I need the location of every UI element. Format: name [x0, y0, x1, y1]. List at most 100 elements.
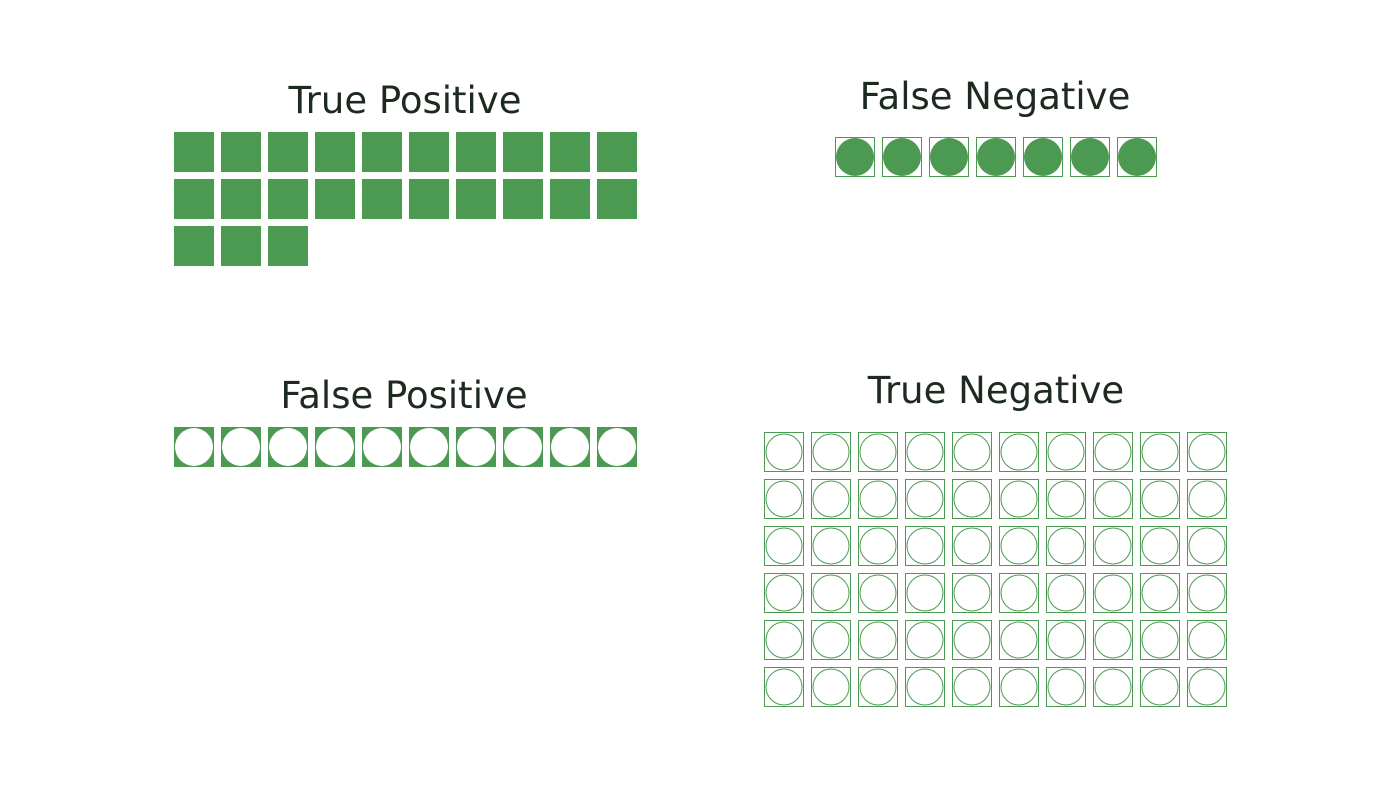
circle-icon [765, 621, 803, 659]
true-negative-cell [1187, 667, 1227, 707]
circle-icon [1047, 621, 1085, 659]
circle-icon [598, 428, 636, 466]
circle-icon [1047, 433, 1085, 471]
circle-icon [906, 668, 944, 706]
true-negative-cell [1093, 620, 1133, 660]
circle-icon [1000, 433, 1038, 471]
false-positive-title: False Positive [280, 374, 528, 417]
true-negative-cell [1140, 526, 1180, 566]
false-positive-cell [268, 427, 308, 467]
true-positive-grid [174, 132, 637, 266]
false-negative-cell [1023, 137, 1063, 177]
circle-icon [504, 428, 542, 466]
circle-icon [1094, 527, 1132, 565]
true-negative-cell [905, 667, 945, 707]
true-negative-cell [764, 479, 804, 519]
circle-icon [1000, 480, 1038, 518]
true-positive-cell [503, 132, 543, 172]
true-negative-cell [905, 620, 945, 660]
circle-icon [812, 480, 850, 518]
true-negative-cell [764, 526, 804, 566]
true-positive-cell [409, 132, 449, 172]
circle-icon [1118, 138, 1156, 176]
true-negative-cell [952, 620, 992, 660]
true-negative-cell [999, 667, 1039, 707]
true-negative-cell [1046, 573, 1086, 613]
true-negative-cell [858, 667, 898, 707]
true-positive-cell [597, 179, 637, 219]
true-negative-cell [1093, 526, 1133, 566]
false-positive-cell [409, 427, 449, 467]
true-positive-cell [174, 132, 214, 172]
circle-icon [1141, 621, 1179, 659]
circle-icon [812, 527, 850, 565]
true-negative-cell [1093, 573, 1133, 613]
circle-icon [859, 668, 897, 706]
circle-icon [906, 480, 944, 518]
true-positive-cell [456, 132, 496, 172]
false-positive-cell [362, 427, 402, 467]
circle-icon [1141, 527, 1179, 565]
true-negative-cell [999, 526, 1039, 566]
circle-icon [1000, 574, 1038, 612]
circle-icon [812, 433, 850, 471]
true-positive-cell [550, 132, 590, 172]
false-positive-grid [174, 427, 637, 467]
false-positive-cell [174, 427, 214, 467]
true-negative-cell [905, 479, 945, 519]
circle-icon [363, 428, 401, 466]
true-negative-cell [1093, 432, 1133, 472]
circle-icon [859, 480, 897, 518]
true-negative-cell [1187, 432, 1227, 472]
true-negative-cell [905, 432, 945, 472]
true-negative-cell [858, 432, 898, 472]
true-negative-cell [952, 479, 992, 519]
circle-icon [1188, 668, 1226, 706]
circle-icon [953, 433, 991, 471]
circle-icon [930, 138, 968, 176]
true-positive-cell [409, 179, 449, 219]
circle-icon [1141, 480, 1179, 518]
false-negative-cell [1117, 137, 1157, 177]
circle-icon [1094, 480, 1132, 518]
true-negative-cell [1046, 526, 1086, 566]
true-negative-cell [858, 573, 898, 613]
true-positive-title: True Positive [288, 79, 522, 122]
circle-icon [457, 428, 495, 466]
true-negative-cell [1187, 526, 1227, 566]
true-negative-cell [999, 573, 1039, 613]
circle-icon [269, 428, 307, 466]
circle-icon [836, 138, 874, 176]
true-negative-cell [952, 432, 992, 472]
true-negative-cell [999, 479, 1039, 519]
false-positive-cell [550, 427, 590, 467]
true-negative-cell [905, 573, 945, 613]
true-positive-cell [362, 132, 402, 172]
circle-icon [883, 138, 921, 176]
true-positive-cell [174, 179, 214, 219]
true-negative-cell [1140, 573, 1180, 613]
true-negative-cell [1187, 573, 1227, 613]
false-negative-cell [1070, 137, 1110, 177]
true-negative-title: True Negative [867, 369, 1125, 412]
circle-icon [1000, 621, 1038, 659]
true-negative-cell [952, 526, 992, 566]
circle-icon [953, 668, 991, 706]
true-negative-cell [1140, 479, 1180, 519]
circle-icon [1188, 480, 1226, 518]
circle-icon [1024, 138, 1062, 176]
true-negative-cell [1046, 432, 1086, 472]
true-negative-cell [1046, 667, 1086, 707]
circle-icon [410, 428, 448, 466]
circle-icon [316, 428, 354, 466]
circle-icon [1141, 668, 1179, 706]
true-negative-cell [1140, 667, 1180, 707]
circle-icon [1141, 574, 1179, 612]
true-negative-cell [811, 667, 851, 707]
circle-icon [765, 668, 803, 706]
circle-icon [222, 428, 260, 466]
true-negative-cell [952, 667, 992, 707]
circle-icon [1000, 668, 1038, 706]
circle-icon [1047, 527, 1085, 565]
true-negative-cell [764, 667, 804, 707]
